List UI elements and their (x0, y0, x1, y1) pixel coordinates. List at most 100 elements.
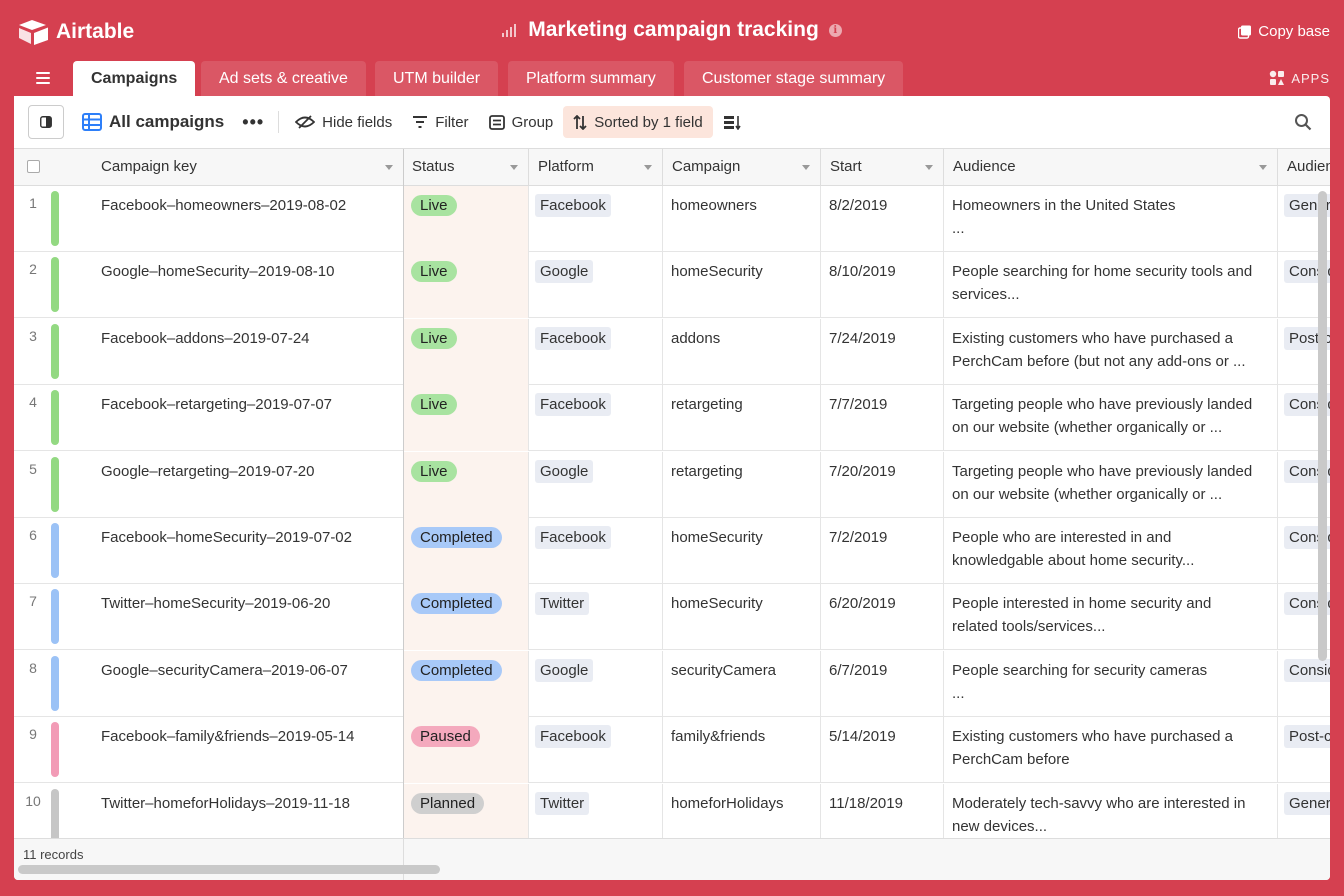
cell-status[interactable]: Live (403, 452, 529, 518)
cell-start[interactable]: 7/7/2019 (821, 385, 944, 451)
table-row[interactable]: 7 Twitter–homeSecurity–2019-06-20 Complete… (14, 584, 1330, 650)
column-header-platform[interactable]: Platform (529, 149, 663, 185)
cell-platform[interactable]: Twitter (529, 784, 663, 838)
column-header-audience[interactable]: Audience (944, 149, 1278, 185)
cell-start[interactable]: 7/2/2019 (821, 518, 944, 584)
cell-start[interactable]: 7/20/2019 (821, 452, 944, 518)
apps-button[interactable]: APPS (1269, 70, 1330, 86)
group-button[interactable]: Group (479, 106, 564, 138)
row-height-button[interactable] (713, 106, 751, 138)
cell-audience[interactable]: Existing customers who have purchased a P… (944, 319, 1278, 385)
table-row[interactable]: 2 Google–homeSecurity–2019-08-10 Live Googl… (14, 252, 1330, 318)
cell-audience[interactable]: Homeowners in the United States... (944, 186, 1278, 252)
cell-start[interactable]: 11/18/2019 (821, 784, 944, 838)
cell-campaign[interactable]: retargeting (663, 385, 821, 451)
cell-campaign-key[interactable]: Facebook–addons–2019-07-24 (92, 319, 404, 385)
view-more-button[interactable]: ••• (242, 111, 265, 132)
cell-status[interactable]: Live (403, 319, 529, 385)
select-all-checkbox[interactable] (27, 160, 40, 173)
chevron-down-icon[interactable] (1259, 165, 1267, 170)
cell-campaign-key[interactable]: Facebook–homeSecurity–2019-07-02 (92, 518, 404, 584)
column-header-audience-type[interactable]: Audien (1278, 149, 1330, 185)
hamburger-menu-icon[interactable] (36, 72, 50, 84)
tab-ad-sets-creative[interactable]: Ad sets & creative (201, 61, 366, 96)
tab-campaigns[interactable]: Campaigns (73, 61, 196, 96)
cell-status[interactable]: Paused (403, 717, 529, 783)
cell-platform[interactable]: Facebook (529, 518, 663, 584)
cell-platform[interactable]: Google (529, 252, 663, 318)
tab-customer-stage-summary[interactable]: Customer stage summary (684, 61, 904, 96)
cell-campaign[interactable]: homeSecurity (663, 518, 821, 584)
cell-status[interactable]: Planned (403, 784, 529, 838)
table-row[interactable]: 6 Facebook–homeSecurity–2019-07-02 Complet… (14, 518, 1330, 584)
tab-utm-builder[interactable]: UTM builder (375, 61, 499, 96)
cell-campaign[interactable]: homeowners (663, 186, 821, 252)
column-header-campaign[interactable]: Campaign (663, 149, 821, 185)
cell-status[interactable]: Live (403, 385, 529, 451)
table-row[interactable]: 3 Facebook–addons–2019-07-24 Live Facebook a… (14, 319, 1330, 385)
cell-audience[interactable]: Existing customers who have purchased a P… (944, 717, 1278, 783)
table-row[interactable]: 5 Google–retargeting–2019-07-20 Live Google… (14, 452, 1330, 518)
table-row[interactable]: 9 Facebook–family&friends–2019-05-14 Pause… (14, 717, 1330, 783)
cell-audience-type[interactable]: Post-c (1278, 717, 1330, 783)
info-icon[interactable]: i (828, 23, 842, 37)
cell-start[interactable]: 6/7/2019 (821, 651, 944, 717)
cell-campaign-key[interactable]: Facebook–homeowners–2019-08-02 (92, 186, 404, 252)
cell-platform[interactable]: Facebook (529, 717, 663, 783)
cell-audience-type[interactable]: Genera (1278, 784, 1330, 838)
cell-audience[interactable]: People who are interested in and knowledg… (944, 518, 1278, 584)
cell-status[interactable]: Live (403, 186, 529, 252)
cell-start[interactable]: 8/2/2019 (821, 186, 944, 252)
filter-button[interactable]: Filter (402, 106, 478, 138)
view-switcher[interactable]: All campaigns (72, 106, 234, 138)
cell-platform[interactable]: Facebook (529, 186, 663, 252)
cell-audience[interactable]: Targeting people who have previously lan… (944, 385, 1278, 451)
cell-start[interactable]: 8/10/2019 (821, 252, 944, 318)
cell-campaign-key[interactable]: Twitter–homeSecurity–2019-06-20 (92, 584, 404, 650)
cell-audience[interactable]: Moderately tech-savvy who are interested… (944, 784, 1278, 838)
chevron-down-icon[interactable] (925, 165, 933, 170)
cell-campaign[interactable]: family&friends (663, 717, 821, 783)
chevron-down-icon[interactable] (644, 165, 652, 170)
table-row[interactable]: 8 Google–securityCamera–2019-06-07 Complet… (14, 651, 1330, 717)
cell-campaign-key[interactable]: Google–securityCamera–2019-06-07 (92, 651, 404, 717)
cell-status[interactable]: Live (403, 252, 529, 318)
cell-campaign[interactable]: retargeting (663, 452, 821, 518)
cell-platform[interactable]: Google (529, 452, 663, 518)
tab-platform-summary[interactable]: Platform summary (508, 61, 674, 96)
cell-audience-type[interactable]: Consid (1278, 651, 1330, 717)
vertical-scrollbar[interactable] (1318, 191, 1327, 661)
cell-audience[interactable]: People interested in home security and re… (944, 584, 1278, 650)
cell-campaign-key[interactable]: Google–homeSecurity–2019-08-10 (92, 252, 404, 318)
cell-campaign[interactable]: addons (663, 319, 821, 385)
cell-start[interactable]: 7/24/2019 (821, 319, 944, 385)
cell-start[interactable]: 5/14/2019 (821, 717, 944, 783)
cell-start[interactable]: 6/20/2019 (821, 584, 944, 650)
cell-platform[interactable]: Facebook (529, 319, 663, 385)
sort-button[interactable]: Sorted by 1 field (563, 106, 713, 138)
chevron-down-icon[interactable] (802, 165, 810, 170)
cell-campaign-key[interactable]: Facebook–family&friends–2019-05-14 (92, 717, 404, 783)
column-header-campaign-key[interactable]: Campaign key (92, 149, 404, 185)
column-header-start[interactable]: Start (821, 149, 944, 185)
hide-fields-button[interactable]: Hide fields (285, 106, 402, 138)
cell-campaign[interactable]: homeSecurity (663, 252, 821, 318)
cell-audience[interactable]: People searching for security cameras... (944, 651, 1278, 717)
chevron-down-icon[interactable] (510, 165, 518, 170)
cell-campaign[interactable]: homeSecurity (663, 584, 821, 650)
base-title[interactable]: Marketing campaign tracking (528, 18, 819, 41)
table-row[interactable]: 4 Facebook–retargeting–2019-07-07 Live Face… (14, 385, 1330, 451)
cell-platform[interactable]: Google (529, 651, 663, 717)
cell-status[interactable]: Completed (403, 651, 529, 717)
horizontal-scrollbar[interactable] (18, 865, 440, 874)
cell-status[interactable]: Completed (403, 518, 529, 584)
cell-campaign-key[interactable]: Facebook–retargeting–2019-07-07 (92, 385, 404, 451)
cell-campaign-key[interactable]: Twitter–homeforHolidays–2019-11-18 (92, 784, 404, 838)
search-button[interactable] (1294, 113, 1312, 136)
column-header-status[interactable]: Status (403, 149, 529, 185)
chevron-down-icon[interactable] (385, 165, 393, 170)
cell-audience[interactable]: People searching for home security tools… (944, 252, 1278, 318)
cell-audience[interactable]: Targeting people who have previously lan… (944, 452, 1278, 518)
toggle-sidebar-button[interactable] (28, 105, 64, 139)
cell-campaign[interactable]: homeforHolidays (663, 784, 821, 838)
